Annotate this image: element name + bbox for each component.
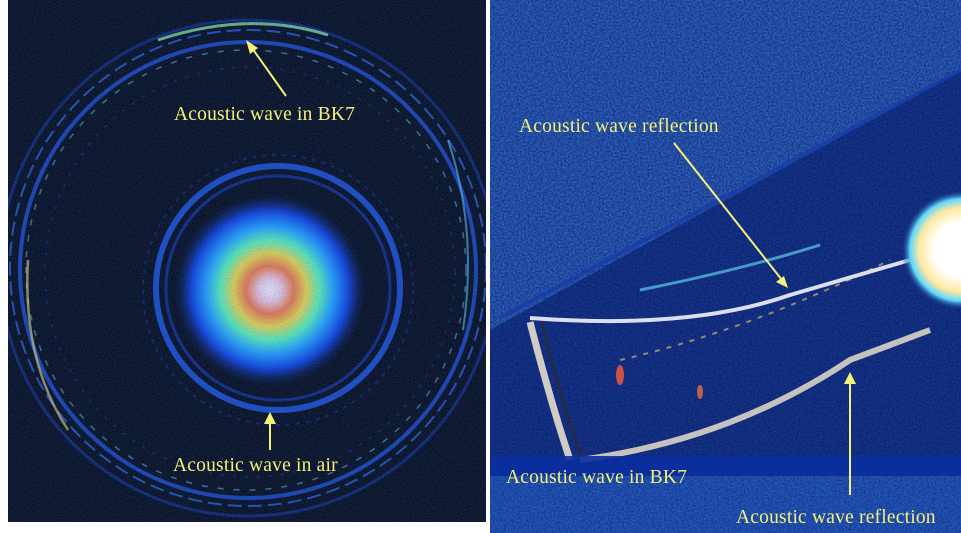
right-wave-graphic — [490, 0, 961, 533]
arrow-head-icon — [776, 276, 788, 288]
label-acoustic-wave-bk7: Acoustic wave in BK7 — [174, 104, 356, 125]
label-acoustic-wave-reflection-top: Acoustic wave reflection — [519, 116, 719, 137]
label-acoustic-wave-bk7-right: Acoustic wave in BK7 — [506, 467, 688, 488]
label-acoustic-wave-air: Acoustic wave in air — [173, 455, 338, 476]
arrow-head-icon — [844, 372, 856, 384]
right-arrows — [673, 142, 856, 495]
arrow-head-icon — [246, 40, 258, 54]
left-wave-graphic — [8, 0, 486, 522]
label-acoustic-wave-reflection-bottom: Acoustic wave reflection — [736, 507, 936, 528]
arrow-head-icon — [264, 412, 276, 424]
right-wave-image: Acoustic wave reflection Acoustic wave i… — [490, 0, 961, 533]
left-wave-image: Acoustic wave in BK7 Acoustic wave in ai… — [8, 0, 486, 522]
left-arrows — [246, 40, 287, 450]
